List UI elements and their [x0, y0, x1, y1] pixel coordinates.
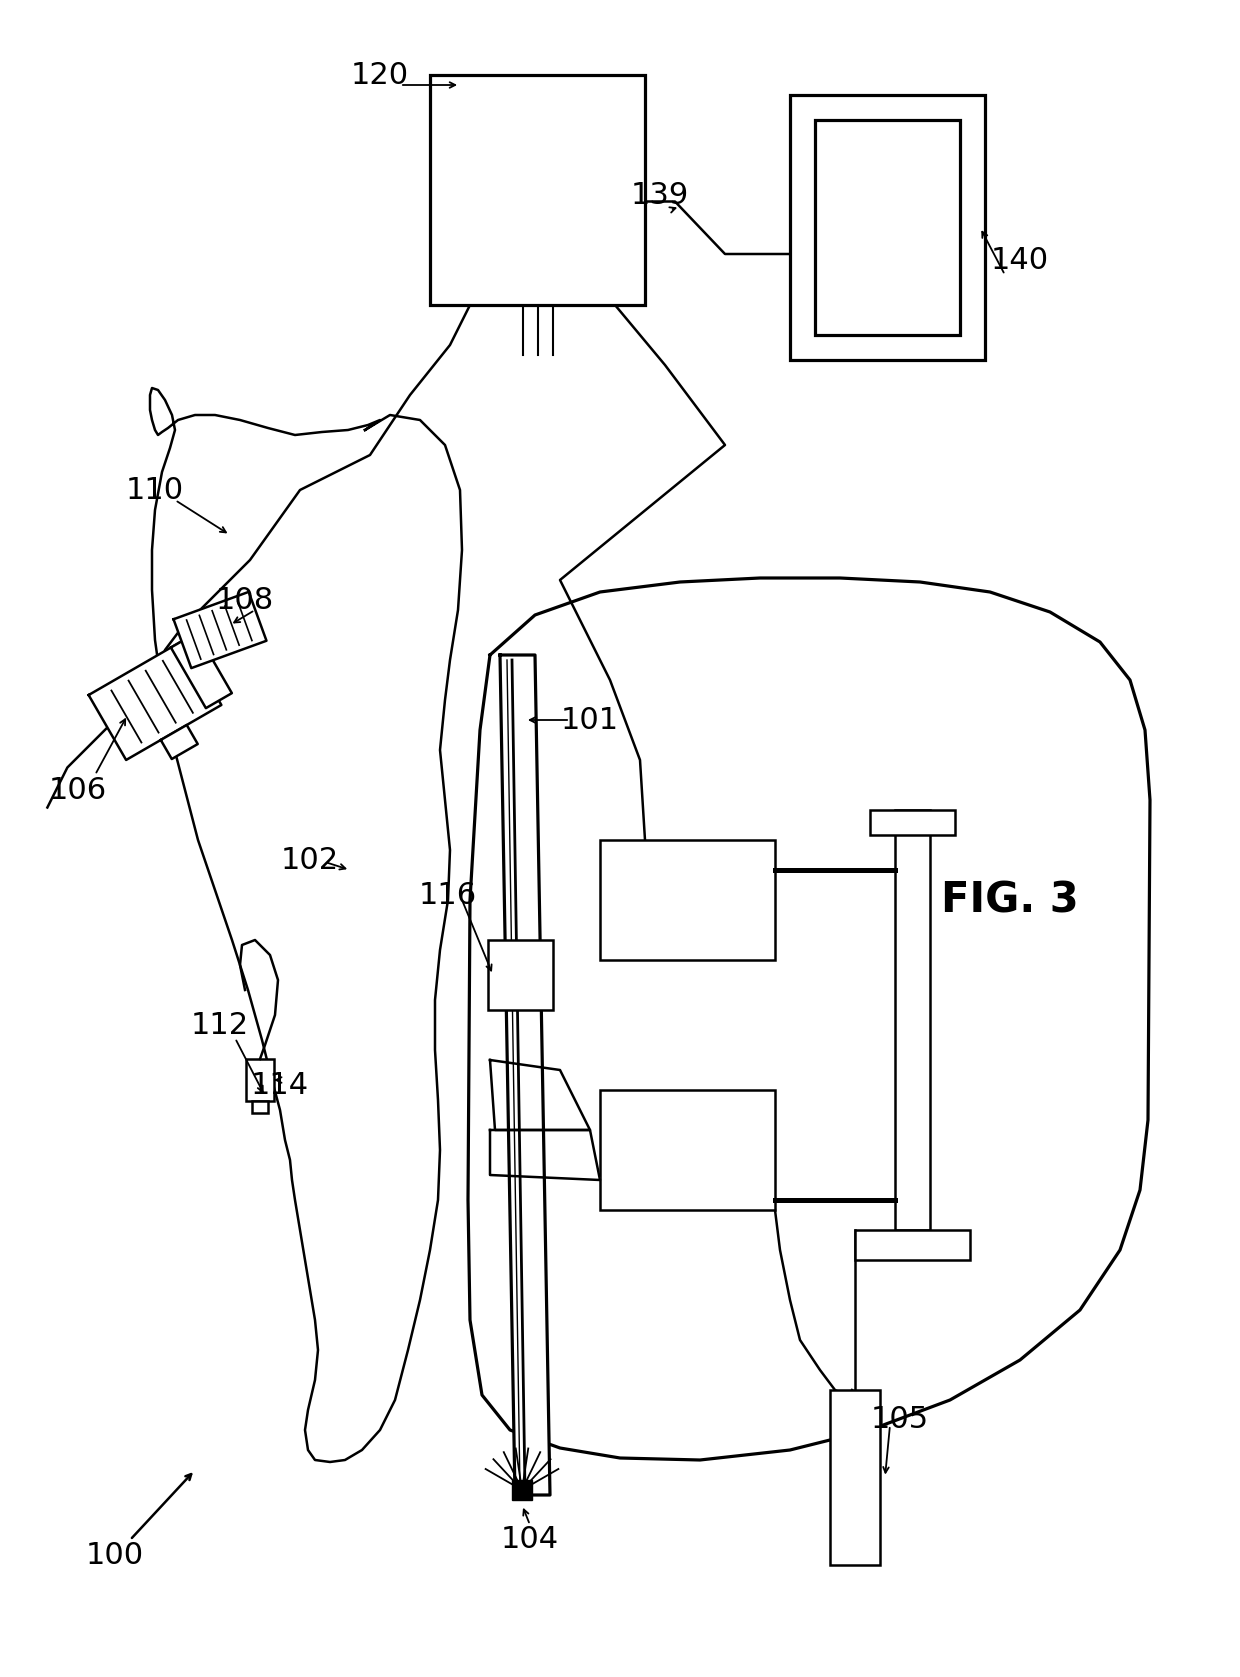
Polygon shape	[174, 592, 267, 667]
Bar	[856, 1229, 970, 1259]
Bar	[430, 75, 645, 305]
Bar	[895, 810, 930, 1229]
Text: FIG. 3: FIG. 3	[941, 879, 1079, 921]
Bar	[489, 941, 553, 1010]
Text: 110: 110	[126, 476, 184, 505]
Text: 108: 108	[216, 585, 274, 614]
Text: 104: 104	[501, 1526, 559, 1555]
Polygon shape	[490, 1130, 600, 1181]
Text: 140: 140	[991, 245, 1049, 275]
Bar	[600, 1090, 775, 1211]
Text: 139: 139	[631, 181, 689, 210]
Polygon shape	[161, 724, 197, 760]
Bar	[815, 121, 960, 335]
Bar	[830, 1390, 880, 1565]
Text: 106: 106	[48, 775, 107, 805]
Text: 101: 101	[560, 706, 619, 735]
Text: 105: 105	[870, 1405, 929, 1434]
Bar	[252, 1102, 268, 1114]
Bar	[790, 96, 985, 361]
Text: 102: 102	[281, 845, 339, 874]
Text: 116: 116	[419, 880, 477, 909]
Polygon shape	[490, 1060, 590, 1130]
Text: 112: 112	[191, 1011, 249, 1040]
Polygon shape	[171, 632, 232, 708]
Bar	[600, 840, 775, 959]
Bar	[870, 810, 955, 835]
Bar	[246, 1058, 274, 1102]
Text: 120: 120	[351, 60, 409, 89]
Polygon shape	[88, 641, 222, 760]
Polygon shape	[500, 656, 551, 1494]
Text: 114: 114	[250, 1070, 309, 1100]
Text: 100: 100	[86, 1541, 144, 1570]
